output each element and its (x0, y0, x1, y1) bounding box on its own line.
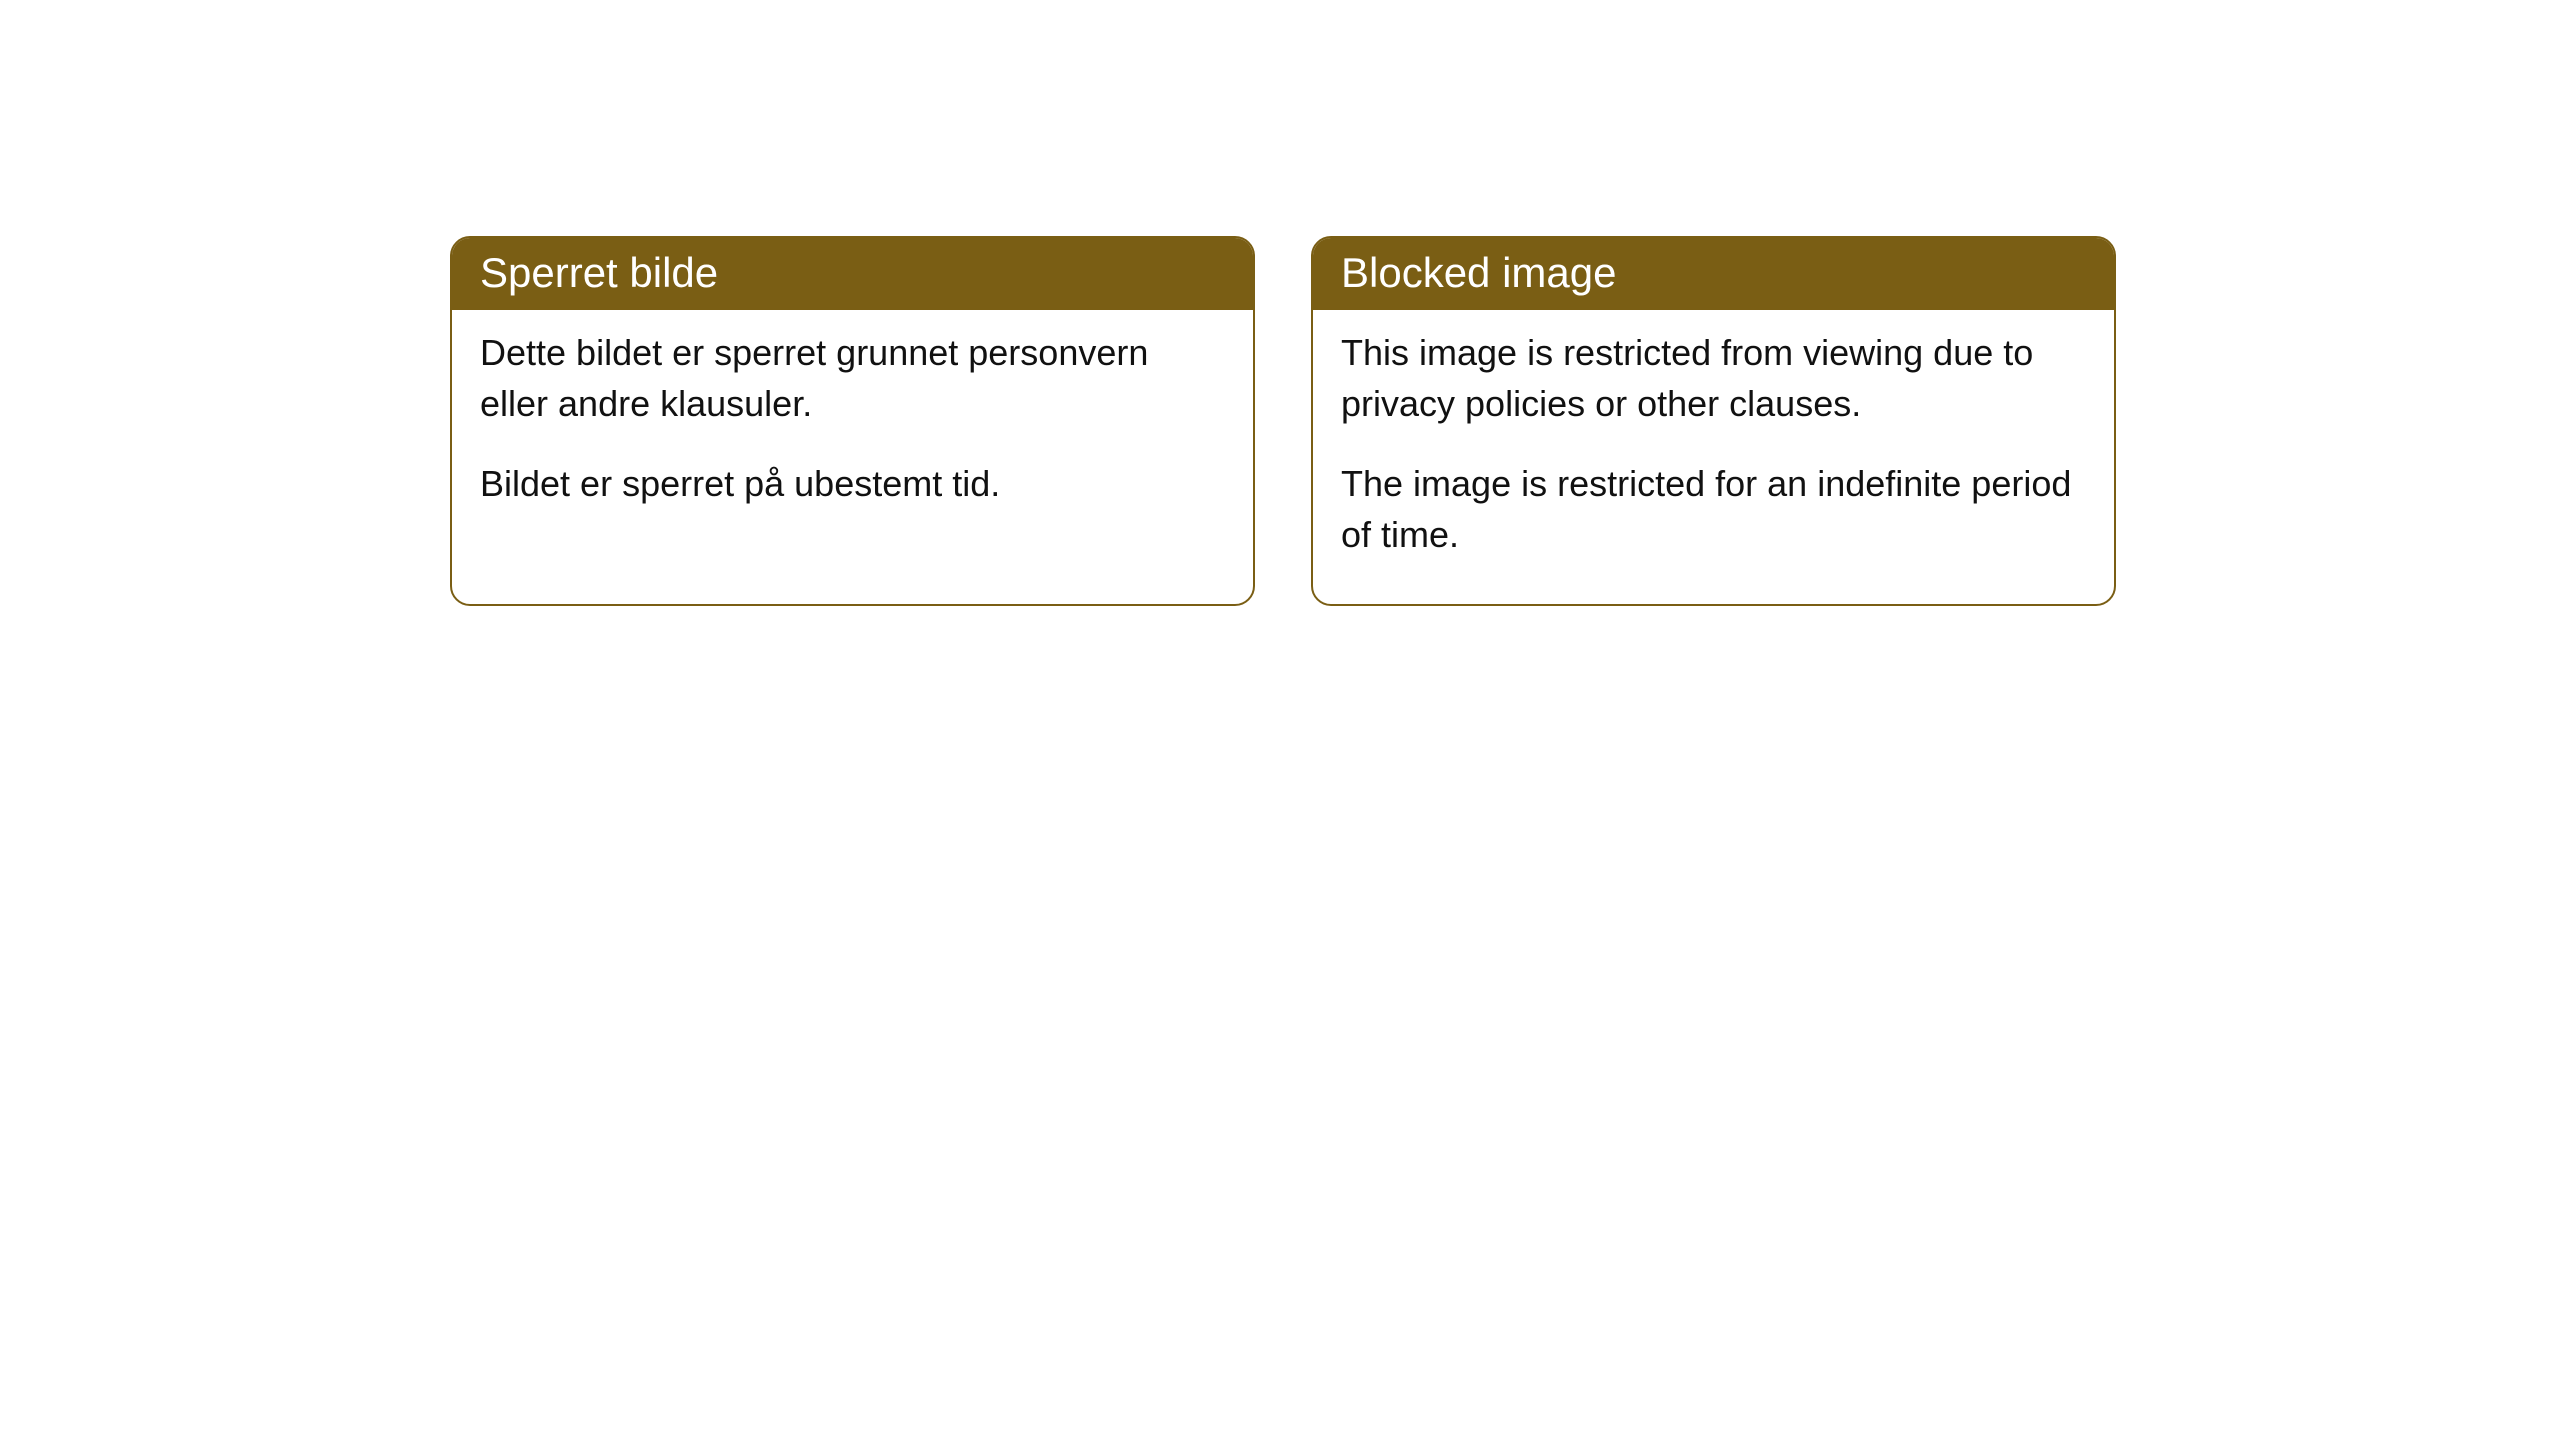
card-body-english: This image is restricted from viewing du… (1313, 310, 2114, 604)
notice-cards-container: Sperret bilde Dette bildet er sperret gr… (450, 236, 2116, 606)
card-text-norwegian-2: Bildet er sperret på ubestemt tid. (480, 459, 1225, 509)
card-body-norwegian: Dette bildet er sperret grunnet personve… (452, 310, 1253, 553)
card-header-norwegian: Sperret bilde (452, 238, 1253, 310)
card-text-english-2: The image is restricted for an indefinit… (1341, 459, 2086, 560)
notice-card-english: Blocked image This image is restricted f… (1311, 236, 2116, 606)
card-text-norwegian-1: Dette bildet er sperret grunnet personve… (480, 328, 1225, 429)
notice-card-norwegian: Sperret bilde Dette bildet er sperret gr… (450, 236, 1255, 606)
card-header-english: Blocked image (1313, 238, 2114, 310)
card-text-english-1: This image is restricted from viewing du… (1341, 328, 2086, 429)
